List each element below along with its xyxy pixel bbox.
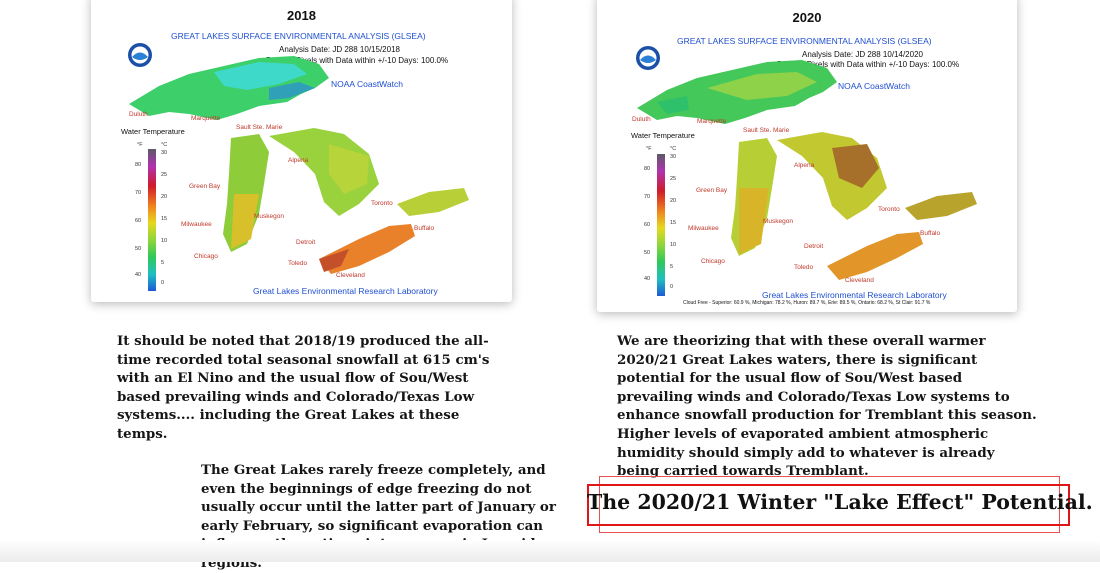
paragraph-2020-theory: We are theorizing that with these overal…	[617, 333, 1037, 480]
legend-title: Water Temperature	[631, 131, 695, 140]
legend-f-tick: 40	[135, 272, 142, 278]
city-muskegon: Muskegon	[763, 218, 793, 225]
city-sault: Sault Ste. Marie	[743, 127, 790, 134]
city-alpena: Alpena	[794, 162, 815, 169]
legend-f-tick: 80	[135, 162, 142, 168]
lakes-map	[129, 56, 469, 274]
city-duluth: Duluth	[632, 116, 651, 123]
bottom-shadow	[0, 540, 1100, 562]
legend-c-tick: 10	[161, 238, 168, 244]
lab-label: Great Lakes Environmental Research Labor…	[762, 290, 947, 300]
city-muskegon: Muskegon	[254, 213, 284, 220]
legend-c-tick: 0	[670, 284, 674, 290]
city-toronto: Toronto	[371, 200, 393, 207]
noaa-logo-icon	[128, 43, 152, 67]
map-title: GREAT LAKES SURFACE ENVIRONMENTAL ANALYS…	[171, 31, 426, 41]
city-alpena: Alpena	[288, 157, 309, 164]
map-card-2018: 2018 GREAT LAKES SURFACE ENVIRONMENTAL A…	[91, 0, 512, 302]
map-year: 2020	[792, 10, 822, 25]
city-chicago: Chicago	[194, 253, 218, 260]
cloud-free-footer: Cloud Free - Superior: 60.9 %, Michigan:…	[683, 300, 931, 306]
legend-c-tick: 30	[161, 150, 168, 156]
city-buffalo: Buffalo	[920, 230, 941, 237]
legend-c-tick: 5	[670, 264, 674, 270]
lake-erie	[827, 232, 923, 280]
legend-c-tick: 5	[161, 260, 165, 266]
city-milwaukee: Milwaukee	[688, 225, 719, 232]
legend-c-tick: 25	[161, 172, 168, 178]
city-green-bay: Green Bay	[189, 183, 221, 190]
city-cleveland: Cleveland	[336, 272, 365, 279]
legend-unit-f: °F	[646, 146, 652, 152]
headline-outer-frame	[599, 476, 1060, 533]
legend-c-tick: 25	[670, 176, 677, 182]
legend-c-tick: 0	[161, 280, 165, 286]
noaa-logo-icon	[636, 46, 660, 70]
lake-huron	[269, 128, 379, 216]
legend-f-tick: 50	[135, 246, 142, 252]
legend-f-tick: 70	[135, 190, 142, 196]
city-marquette: Marquette	[191, 115, 221, 122]
legend-f-tick: 70	[644, 194, 651, 200]
legend-c-tick: 20	[161, 194, 168, 200]
legend-unit-c: °C	[161, 142, 168, 148]
legend-f-tick: 60	[135, 218, 142, 224]
percent-pixels: Percent Pixels with Data within +/-10 Da…	[777, 60, 960, 69]
analysis-date: Analysis Date: JD 288 10/14/2020	[802, 50, 923, 59]
headline: The 2020/21 Winter "Lake Effect" Potenti…	[587, 490, 1093, 514]
legend-unit-f: °F	[137, 142, 143, 148]
city-sault: Sault Ste. Marie	[236, 124, 283, 131]
legend-f-tick: 40	[644, 276, 651, 282]
city-detroit: Detroit	[804, 243, 824, 250]
city-detroit: Detroit	[296, 239, 316, 246]
city-toledo: Toledo	[288, 260, 308, 267]
city-buffalo: Buffalo	[414, 225, 435, 232]
city-cleveland: Cleveland	[845, 277, 874, 284]
city-milwaukee: Milwaukee	[181, 221, 212, 228]
city-green-bay: Green Bay	[696, 187, 728, 194]
map-card-2020: 2020 GREAT LAKES SURFACE ENVIRONMENTAL A…	[597, 0, 1017, 312]
lake-ontario	[397, 188, 469, 216]
legend-c-tick: 10	[670, 242, 677, 248]
legend-color-bar	[657, 154, 665, 296]
analysis-date: Analysis Date: JD 288 10/15/2018	[279, 45, 400, 54]
headline-frame	[587, 484, 1070, 526]
legend-f-tick: 80	[644, 166, 651, 172]
lake-ontario	[905, 192, 977, 220]
coastwatch-label: NOAA CoastWatch	[838, 81, 910, 91]
legend-f-tick: 60	[644, 222, 651, 228]
city-marquette: Marquette	[697, 118, 727, 125]
city-duluth: Duluth	[129, 111, 148, 118]
legend-f-tick: 50	[644, 250, 651, 256]
legend-c-tick: 15	[161, 216, 168, 222]
legend-unit-c: °C	[670, 146, 677, 152]
legend-c-tick: 30	[670, 154, 677, 160]
legend-title: Water Temperature	[121, 127, 185, 136]
legend-c-tick: 15	[670, 220, 677, 226]
coastwatch-label: NOAA CoastWatch	[331, 79, 403, 89]
paragraph-2018-snowfall: It should be noted that 2018/19 produced…	[117, 333, 490, 442]
map-title: GREAT LAKES SURFACE ENVIRONMENTAL ANALYS…	[677, 36, 932, 46]
city-toledo: Toledo	[794, 264, 814, 271]
legend-c-tick: 20	[670, 198, 677, 204]
city-chicago: Chicago	[701, 258, 725, 265]
lab-label: Great Lakes Environmental Research Labor…	[253, 286, 438, 296]
legend-color-bar	[148, 149, 156, 291]
percent-pixels: Percent Pixels with Data within +/-10 Da…	[266, 56, 449, 65]
map-year: 2018	[287, 8, 316, 23]
city-toronto: Toronto	[878, 206, 900, 213]
lakes-map	[637, 60, 977, 280]
